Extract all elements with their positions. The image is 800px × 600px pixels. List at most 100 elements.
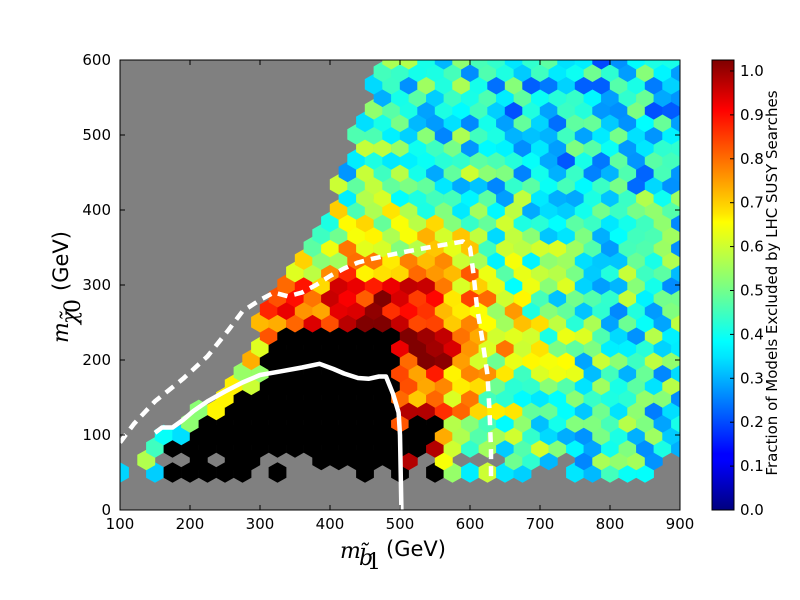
hexbin-cell	[679, 179, 680, 190]
hexbin-cell	[679, 329, 680, 341]
colorbar-tick-label: 0.3	[740, 369, 764, 387]
hexbin-cell	[679, 103, 680, 115]
hexbin-layer	[120, 60, 707, 483]
svg-text:(GeV): (GeV)	[49, 231, 73, 291]
y-tick-label: 400	[82, 201, 111, 219]
hexbin-cell	[679, 78, 680, 90]
y-tick-label: 500	[82, 126, 111, 144]
hexbin-cell	[679, 229, 680, 240]
exclusion-contours	[120, 239, 494, 510]
colorbar: 0.0 0.1 0.2 0.3 0.4 0.5 0.6 0.7 0.8 0.9 1.0 Fracti…	[711, 59, 781, 519]
hexbin-cell	[689, 437, 707, 458]
x-tick-label: 500	[386, 515, 415, 533]
svg-text:(GeV): (GeV)	[386, 537, 446, 561]
hexbin-cell	[574, 60, 593, 70]
hexbin-cell	[522, 60, 541, 70]
hexbin-cell	[679, 60, 680, 65]
colorbar-tick-label: 0.2	[740, 413, 764, 431]
hexbin-cell	[627, 60, 646, 70]
svg-text:m: m	[49, 322, 74, 343]
x-tick-label: 800	[596, 515, 625, 533]
hexbin-cell	[679, 454, 680, 466]
hexbin-cell	[679, 254, 680, 265]
hexbin-cell	[504, 60, 523, 70]
hexbin-cell	[399, 60, 418, 70]
hexbin-cell	[679, 279, 680, 290]
hexbin-cell	[689, 412, 707, 433]
hexbin-cell	[689, 187, 707, 208]
x-tick-label: 200	[176, 515, 205, 533]
svg-text:m: m	[340, 539, 361, 564]
hexbin-cell	[452, 60, 471, 70]
colorbar-tick-label: 0.6	[740, 238, 764, 256]
hexbin-cell	[382, 60, 401, 70]
hexbin-cell	[592, 60, 611, 70]
svg-text:1: 1	[367, 550, 381, 575]
solid-exclusion-contour	[153, 361, 404, 510]
hexbin-cell	[679, 304, 680, 315]
colorbar-tick-label: 0.7	[740, 194, 764, 212]
hexbin-cell	[469, 60, 488, 70]
x-tick-label: 600	[456, 515, 485, 533]
colorbar-gradient	[711, 59, 735, 511]
x-axis-label: m b̃ 1 (GeV)	[340, 537, 446, 575]
y-axis-ticks: 0 100 200 300 400 500 600	[82, 51, 680, 519]
hexbin-cell	[679, 379, 680, 391]
colorbar-tick-label: 0.0	[740, 501, 764, 519]
hexbin-cell	[689, 137, 707, 158]
y-tick-label: 100	[82, 426, 111, 444]
hexbin-cell	[487, 60, 506, 70]
y-tick-label: 600	[82, 51, 111, 69]
svg-text:0: 0	[61, 299, 86, 313]
x-axis-ticks: 100 200 300 400 500 600 700 800 900	[106, 60, 695, 533]
hexbin-cell	[417, 60, 436, 70]
y-tick-label: 0	[101, 501, 111, 519]
dashed-exclusion-contour	[120, 239, 494, 480]
y-tick-label: 200	[82, 351, 111, 369]
colorbar-ticks: 0.0 0.1 0.2 0.3 0.4 0.5 0.6 0.7 0.8 0.9 1.0	[730, 62, 764, 519]
y-axis-label: m χ̃ 0 (GeV)	[49, 231, 86, 343]
hexbin-cell	[679, 354, 680, 366]
hexbin-cell	[662, 60, 680, 70]
colorbar-tick-label: 0.8	[740, 150, 764, 168]
hexbin-cell	[557, 60, 576, 70]
x-tick-label: 700	[526, 515, 555, 533]
hexbin-cell	[689, 262, 707, 283]
hexbin-cell	[644, 60, 663, 70]
colorbar-tick-label: 0.9	[740, 106, 764, 124]
hexbin-cell	[461, 462, 479, 483]
colorbar-label: Fraction of Models Excluded by LHC SUSY …	[763, 90, 781, 475]
colorbar-tick-label: 0.1	[740, 457, 764, 475]
hexbin-cell	[679, 129, 680, 140]
hexbin-cell	[163, 462, 182, 483]
hexbin-cell	[679, 429, 680, 441]
colorbar-tick-label: 1.0	[740, 62, 764, 80]
hexbin-cell	[120, 462, 129, 483]
x-tick-label: 900	[666, 515, 695, 533]
hexbin-cell	[689, 312, 707, 333]
hexbin-cell	[689, 362, 707, 383]
hexbin-cell	[679, 204, 680, 215]
hexbin-cell	[689, 237, 707, 258]
y-tick-label: 300	[82, 276, 111, 294]
hexbin-cell	[679, 404, 680, 416]
x-tick-label: 400	[316, 515, 345, 533]
hexbin-cell	[689, 387, 707, 408]
hexbin-cell	[689, 86, 707, 107]
hexbin-cell	[609, 60, 628, 70]
hexbin-cell	[689, 112, 707, 133]
hexbin-cell	[689, 212, 707, 233]
svg-text:χ̃: χ̃	[58, 309, 83, 326]
hexbin-cell	[268, 462, 287, 483]
hexbin-cell	[679, 154, 680, 165]
hexbin-cell	[689, 162, 707, 183]
hexbin-cell	[539, 60, 558, 70]
colorbar-tick-label: 0.5	[740, 281, 764, 299]
x-tick-label: 300	[246, 515, 275, 533]
hexbin-cell	[689, 61, 707, 82]
svg-text:b̃: b̃	[359, 541, 373, 571]
x-tick-label: 100	[106, 515, 135, 533]
colorbar-tick-label: 0.4	[740, 325, 764, 343]
hexbin-cell	[689, 337, 707, 358]
